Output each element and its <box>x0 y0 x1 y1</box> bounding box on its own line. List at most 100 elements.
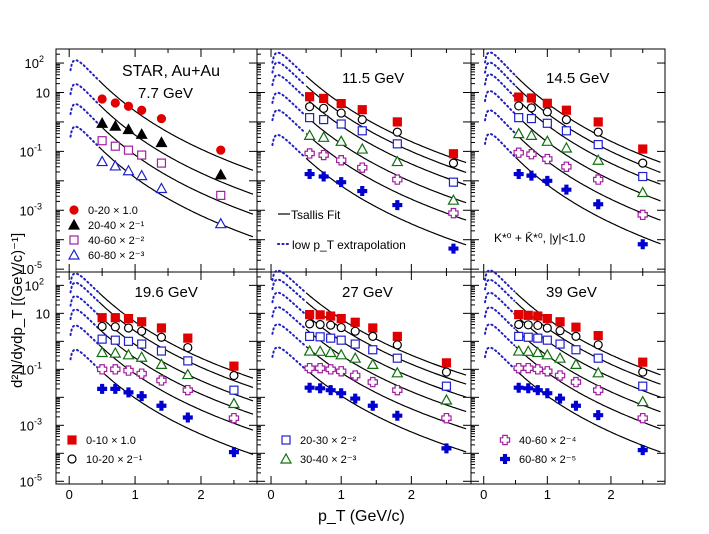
data-point <box>392 117 402 127</box>
data-point <box>303 344 316 356</box>
data-point <box>392 353 402 363</box>
extrapolation-curve <box>69 59 100 81</box>
data-point <box>110 364 121 375</box>
extrapolation-curve <box>484 291 516 315</box>
data-point <box>318 171 329 182</box>
data-point <box>110 335 120 345</box>
extrapolation-curve <box>69 295 100 316</box>
data-point <box>514 310 524 320</box>
data-point <box>135 169 148 181</box>
data-point <box>304 362 315 374</box>
data-point <box>523 310 533 320</box>
y-tick-label: 10-5 <box>20 472 42 489</box>
data-point <box>441 412 452 424</box>
data-point <box>441 443 452 454</box>
data-point <box>96 155 109 167</box>
data-point <box>156 113 167 124</box>
data-point <box>96 346 109 358</box>
data-point <box>638 367 648 377</box>
legend-label: 60-80 × 2⁻³ <box>88 250 145 262</box>
data-point <box>350 317 360 327</box>
extrapolation-curve <box>484 269 516 293</box>
data-point <box>513 169 524 180</box>
extrapolation-curve <box>484 323 516 347</box>
data-point <box>304 169 315 180</box>
data-point <box>526 149 537 160</box>
extrapolation-curve <box>484 278 516 302</box>
data-point <box>441 358 452 368</box>
data-point <box>542 388 553 399</box>
data-point <box>336 108 346 118</box>
data-point <box>228 447 239 458</box>
data-point <box>336 388 347 399</box>
data-point <box>314 345 327 356</box>
tsallis-fit-curve <box>515 85 661 173</box>
data-point <box>123 336 134 346</box>
tsallis-fit-curve <box>515 133 661 221</box>
legend-marker <box>67 435 77 445</box>
data-point <box>542 118 552 128</box>
data-point <box>335 366 347 377</box>
tsallis-fit-curve <box>305 75 467 164</box>
tsallis-fit-curve <box>98 123 254 215</box>
data-point <box>593 139 603 150</box>
data-point <box>315 383 326 394</box>
data-point <box>336 335 346 345</box>
data-point <box>182 412 193 423</box>
data-point <box>335 135 348 146</box>
data-point <box>319 93 329 103</box>
data-point <box>315 310 325 320</box>
data-point <box>637 239 648 250</box>
data-point <box>97 334 107 344</box>
data-point <box>122 164 135 176</box>
panel-labels: 7.7 GeV 11.5 GeV 14.5 GeV 19.6 GeV 27 GeV 39 … <box>20 54 615 502</box>
data-point <box>305 102 315 112</box>
data-point <box>448 149 459 159</box>
data-point <box>109 119 122 131</box>
energy-label: 27 GeV <box>342 284 393 301</box>
data-point <box>228 412 240 424</box>
data-point <box>135 351 148 362</box>
data-point <box>392 340 402 350</box>
extrapolation-curve <box>484 61 516 86</box>
extrapolation-curve <box>484 132 516 157</box>
data-point <box>637 412 648 424</box>
data-point <box>392 331 402 342</box>
x-axis-title: p_T (GeV/c) <box>318 508 405 525</box>
data-point <box>135 128 148 139</box>
legend-label: 20-30 × 2⁻² <box>300 435 357 447</box>
panel-frame <box>256 271 472 485</box>
x-tick-label: 2 <box>408 487 415 502</box>
data-point <box>391 366 404 378</box>
data-point <box>123 313 134 324</box>
data-point <box>526 103 537 113</box>
data-point <box>357 186 368 197</box>
data-point <box>317 131 330 142</box>
data-point <box>97 94 107 104</box>
data-point <box>555 393 566 404</box>
data-point <box>214 217 227 229</box>
extrapolation-curve <box>484 109 516 134</box>
data-point <box>441 381 452 391</box>
data-point <box>319 115 329 125</box>
data-point <box>532 385 543 396</box>
data-point <box>391 155 404 167</box>
data-point <box>123 365 134 376</box>
data-point <box>593 127 603 137</box>
extrapolation-curve <box>271 278 306 302</box>
data-point <box>110 141 120 151</box>
experiment-label: STAR, Au+Au <box>122 63 220 80</box>
data-point <box>523 383 534 394</box>
data-point <box>325 385 336 396</box>
data-point <box>571 345 581 355</box>
extrapolation-curve <box>69 281 100 303</box>
extrapolation-curve <box>484 73 516 98</box>
data-point <box>542 366 553 377</box>
data-point <box>522 345 535 356</box>
extrapolation-curve <box>271 109 306 134</box>
data-point <box>229 361 239 371</box>
data-point <box>336 322 346 333</box>
data-point <box>156 323 167 333</box>
x-tick-label: 2 <box>197 487 204 502</box>
tsallis-fit-curve <box>98 146 254 238</box>
